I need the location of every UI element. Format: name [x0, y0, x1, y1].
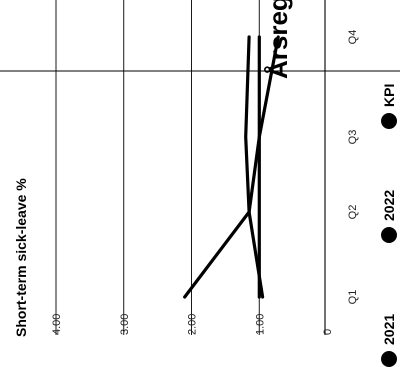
y-tick-labels: 0 1.00 2.00 3.00 4.00	[51, 314, 334, 335]
grid	[0, 0, 400, 335]
y-tick-label: 4.00	[51, 314, 63, 335]
series-line	[244, 35, 265, 299]
x-tick-label: Q3	[347, 130, 359, 145]
legend-marker	[381, 227, 397, 243]
legend-label: KPI	[381, 84, 397, 107]
x-tick-label: Q1	[347, 290, 359, 305]
chart-title: Årsregns	[263, 0, 293, 79]
legend: 2021 2022 KPI	[381, 84, 397, 367]
y-tick-label: 2.00	[187, 314, 199, 335]
y-axis-label: Short-term sick-leave %	[13, 178, 29, 337]
legend-marker	[381, 351, 397, 367]
x-tick-label: Q2	[347, 205, 359, 220]
legend-marker	[381, 113, 397, 129]
y-tick-label: 0	[322, 329, 334, 335]
x-tick-labels: Q1 Q2 Q3 Q4	[347, 30, 359, 305]
legend-label: 2022	[381, 190, 397, 221]
x-tick-label: Q4	[347, 30, 359, 45]
y-tick-label: 1.00	[254, 314, 266, 335]
series-line	[183, 35, 280, 299]
y-tick-label: 3.00	[119, 314, 131, 335]
series-layer	[183, 35, 280, 299]
legend-label: 2021	[381, 314, 397, 345]
